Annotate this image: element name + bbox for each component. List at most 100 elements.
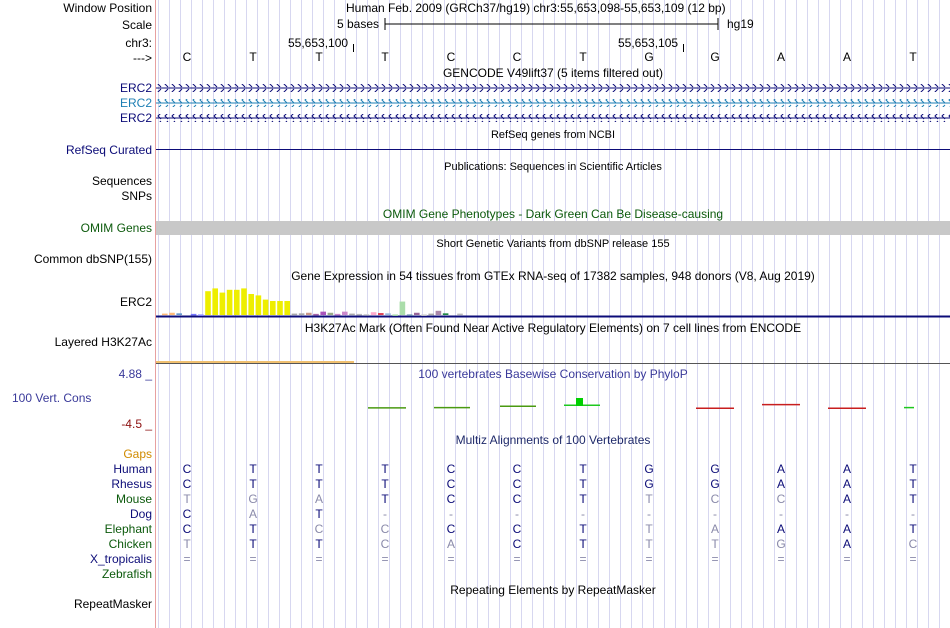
species-label[interactable]: Rhesus <box>111 477 152 491</box>
gtex-tissue-bar[interactable] <box>306 312 312 315</box>
cons-label[interactable]: 100 Vert. Cons <box>12 391 92 405</box>
gtex-tissue-bar[interactable] <box>334 313 341 316</box>
gtex-tissue-bar[interactable] <box>198 314 204 316</box>
gtex-tissue-bar[interactable] <box>284 301 290 315</box>
gtex-tissue-bar[interactable] <box>327 312 334 315</box>
grid-line <box>675 0 676 628</box>
gtex-tissue-bar[interactable] <box>169 312 175 315</box>
pubs-snps-label[interactable]: SNPs <box>121 189 152 203</box>
gtex-tissue-bar[interactable] <box>219 292 226 315</box>
gtex-tissue-bar[interactable] <box>320 311 326 315</box>
gtex-tissue-bar[interactable] <box>435 310 442 315</box>
dbsnp-label[interactable]: Common dbSNP(155) <box>33 252 152 266</box>
gtex-tissue-bar[interactable] <box>442 313 449 315</box>
gtex-tissue-bar[interactable] <box>457 313 463 316</box>
pubs-title[interactable]: Publications: Sequences in Scientific Ar… <box>444 161 662 173</box>
alignment-base: = <box>645 552 653 566</box>
pubs-sequences-label[interactable]: Sequences <box>91 174 152 188</box>
gtex-tissue-bar[interactable] <box>406 314 413 316</box>
conservation-peak-mark[interactable] <box>576 398 583 406</box>
gtex-tissue-bar[interactable] <box>241 288 247 315</box>
scale-text: 5 bases <box>337 17 380 31</box>
gtex-tissue-bar[interactable] <box>212 288 218 315</box>
gtex-tissue-bar[interactable] <box>414 312 420 315</box>
omim-title[interactable]: OMIM Gene Phenotypes - Dark Green Can Be… <box>382 207 724 221</box>
omim-gene-bar[interactable] <box>156 221 950 235</box>
gtex-tissue-bar[interactable] <box>176 313 182 315</box>
reference-base: T <box>579 50 587 64</box>
species-label[interactable]: Mouse <box>115 492 152 506</box>
grid-line <box>312 0 313 628</box>
gencode-title[interactable]: GENCODE V49lift37 (5 items filtered out) <box>442 66 664 80</box>
gencode-item-label-1[interactable]: ERC2 <box>119 81 152 95</box>
gtex-tissue-bar[interactable] <box>298 313 305 315</box>
gencode-transcript-3[interactable] <box>156 114 950 122</box>
alignment-base: T <box>579 477 587 491</box>
alignment-base: - <box>647 507 651 521</box>
gtex-tissue-bar[interactable] <box>370 312 377 315</box>
gtex-tissue-bar[interactable] <box>392 314 398 316</box>
grid-line <box>642 0 643 628</box>
gtex-tissue-bar[interactable] <box>205 291 211 315</box>
gencode-transcript-2[interactable] <box>156 99 950 107</box>
alignment-base: C <box>380 522 390 536</box>
gtex-tissue-bar[interactable] <box>262 299 269 315</box>
gtex-tissue-bar[interactable] <box>234 289 240 315</box>
track-data-area[interactable]: Human Feb. 2009 (GRCh37/hg19) chr3:55,65… <box>156 0 950 628</box>
gencode-item-label-3[interactable]: ERC2 <box>119 111 152 125</box>
gtex-tissue-bar[interactable] <box>313 313 319 316</box>
omim-label[interactable]: OMIM Genes <box>80 221 152 235</box>
repeatmasker-label[interactable]: RepeatMasker <box>73 597 152 611</box>
gtex-tissue-bar[interactable] <box>190 313 197 316</box>
gtex-tissue-bar[interactable] <box>399 301 406 315</box>
grid-line <box>752 0 753 628</box>
gencode-gene-tracks[interactable] <box>156 80 950 128</box>
gtex-label[interactable]: ERC2 <box>119 295 152 309</box>
refseq-label[interactable]: RefSeq Curated <box>65 143 152 157</box>
h3k27ac-title[interactable]: H3K27Ac Mark (Often Found Near Active Re… <box>304 321 802 335</box>
cons-title[interactable]: 100 vertebrates Basewise Conservation by… <box>418 367 688 381</box>
gtex-tissue-bar[interactable] <box>277 301 283 315</box>
gtex-tissue-bar[interactable] <box>421 314 427 316</box>
grid-line <box>917 0 918 628</box>
h3k27ac-signal-bar[interactable] <box>156 361 354 363</box>
gtex-tissue-bar[interactable] <box>226 289 233 315</box>
dbsnp-title[interactable]: Short Genetic Variants from dbSNP releas… <box>436 238 670 250</box>
alignment-base: T <box>909 462 917 476</box>
species-label[interactable]: Elephant <box>104 522 152 536</box>
multiz-title[interactable]: Multiz Alignments of 100 Vertebrates <box>455 433 651 447</box>
grid-line <box>532 0 533 628</box>
gtex-tissue-bar[interactable] <box>349 313 355 316</box>
species-label[interactable]: Human <box>113 462 152 476</box>
gtex-tissue-bar[interactable] <box>248 294 254 315</box>
species-label[interactable]: X_tropicalis <box>89 552 152 566</box>
refseq-gene-line[interactable] <box>156 149 950 150</box>
gencode-item-label-2[interactable]: ERC2 <box>119 96 152 110</box>
gtex-tissue-bar[interactable] <box>428 313 434 316</box>
gencode-transcript-1[interactable] <box>156 84 950 92</box>
species-label[interactable]: Dog <box>129 507 152 521</box>
gtex-tissue-bar[interactable] <box>378 313 384 315</box>
gtex-tissue-bar[interactable] <box>356 313 362 316</box>
species-label[interactable]: Chicken <box>108 537 152 551</box>
gtex-tissue-bar[interactable] <box>255 295 262 315</box>
gtex-title[interactable]: Gene Expression in 54 tissues from GTEx … <box>291 269 815 283</box>
repeatmasker-title[interactable]: Repeating Elements by RepeatMasker <box>450 583 656 597</box>
h3k27ac-label[interactable]: Layered H3K27Ac <box>54 335 152 349</box>
alignment-base: A <box>842 537 851 551</box>
grid-line <box>609 0 610 628</box>
alignment-base: T <box>579 537 587 551</box>
species-label[interactable]: Zebrafish <box>101 567 152 581</box>
gtex-tissue-bar[interactable] <box>342 311 348 315</box>
gtex-tissue-bar[interactable] <box>385 313 391 315</box>
gtex-tissue-bar[interactable] <box>162 313 168 316</box>
gtex-tissue-bar[interactable] <box>363 314 370 316</box>
gtex-expression-chart[interactable] <box>156 284 950 318</box>
conservation-chart[interactable] <box>156 380 950 430</box>
gtex-tissue-bar[interactable] <box>270 301 276 315</box>
refseq-title[interactable]: RefSeq genes from NCBI <box>490 129 616 141</box>
gtex-tissue-bar[interactable] <box>291 313 298 316</box>
cons-min-label: -4.5 _ <box>121 417 152 431</box>
alignment-base: C <box>446 477 456 491</box>
